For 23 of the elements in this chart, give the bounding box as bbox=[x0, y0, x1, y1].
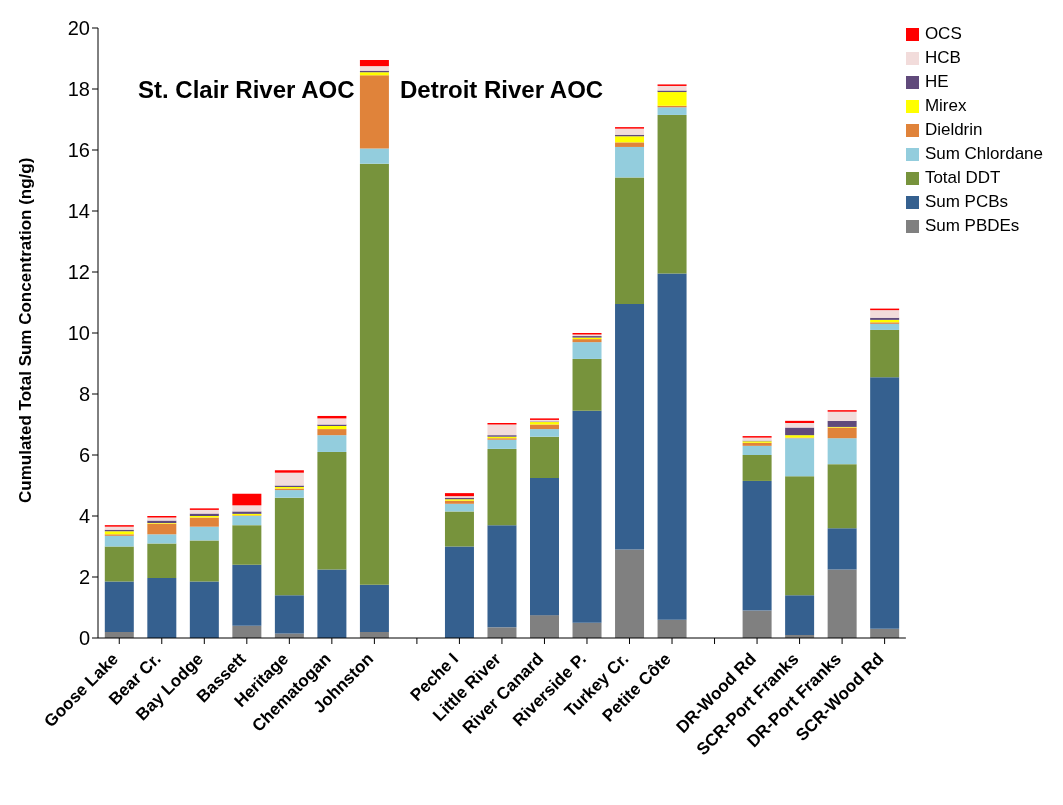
legend-label: OCS bbox=[924, 23, 962, 45]
y-tick-label: 8 bbox=[78, 383, 90, 406]
y-tick-label: 12 bbox=[67, 261, 90, 284]
y-tick-label: 2 bbox=[78, 566, 90, 589]
y-tick-label: 16 bbox=[67, 139, 90, 162]
y-tick-label: 6 bbox=[78, 444, 90, 467]
y-tick-label: 14 bbox=[67, 200, 90, 223]
y-tick-label: 10 bbox=[67, 322, 90, 345]
y-axis-title: Cumulated Total Sum Concentration (ng/g) bbox=[16, 157, 36, 503]
annotation: Detroit River AOC bbox=[400, 76, 604, 104]
legend-label: Mirex bbox=[924, 95, 967, 117]
legend-label: HE bbox=[924, 71, 949, 93]
y-tick-label: 18 bbox=[67, 78, 90, 101]
legend-label: Dieldrin bbox=[924, 119, 983, 141]
y-tick-label: 20 bbox=[67, 17, 90, 40]
legend-label: HCB bbox=[924, 47, 961, 69]
legend-label: Total DDT bbox=[924, 167, 1001, 189]
y-tick-label: 0 bbox=[78, 627, 90, 650]
y-tick-label: 4 bbox=[78, 505, 90, 528]
legend-label: Sum Chlordane bbox=[924, 143, 1043, 165]
legend-label: Sum PCBs bbox=[924, 191, 1009, 213]
legend-label: Sum PBDEs bbox=[924, 215, 1020, 237]
annotation: St. Clair River AOC bbox=[138, 76, 355, 104]
